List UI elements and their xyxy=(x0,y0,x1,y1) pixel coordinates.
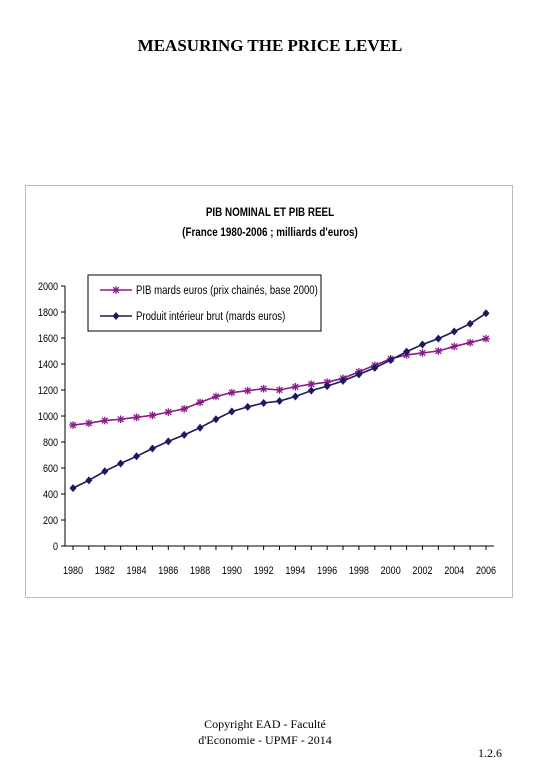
line-chart: PIB NOMINAL ET PIB REEL (France 1980-2006… xyxy=(38,206,496,577)
data-point-asterisk xyxy=(212,392,220,401)
data-point-diamond xyxy=(434,334,442,343)
legend-marker-diamond xyxy=(112,312,120,320)
data-point-diamond xyxy=(339,376,347,385)
legend-entry-label: Produit intérieur brut (mards euros) xyxy=(136,310,285,323)
data-point-diamond xyxy=(418,340,426,349)
data-point-diamond xyxy=(85,476,93,485)
y-tick-label: 800 xyxy=(43,437,58,449)
data-point-asterisk xyxy=(418,349,427,357)
x-tick-label: 1996 xyxy=(317,565,337,577)
data-point-diamond xyxy=(371,363,379,372)
y-tick-label: 400 xyxy=(43,489,58,501)
data-point-diamond xyxy=(69,484,77,493)
data-point-asterisk xyxy=(85,419,93,427)
data-point-asterisk xyxy=(196,398,204,407)
x-tick-label: 1988 xyxy=(190,565,210,577)
legend-entry-label: PIB mards euros (prix chainés, base 2000… xyxy=(136,284,318,297)
y-tick-label: 1400 xyxy=(38,359,58,371)
data-point-diamond xyxy=(212,415,220,424)
slide-number: 1.2.6 xyxy=(478,746,502,760)
data-point-asterisk xyxy=(243,386,252,395)
y-tick-label: 0 xyxy=(53,541,58,553)
x-tick-label: 1984 xyxy=(127,565,147,577)
data-point-asterisk xyxy=(450,342,459,351)
data-point-asterisk xyxy=(180,405,188,413)
y-tick-label: 600 xyxy=(43,463,58,475)
y-tick-label: 2000 xyxy=(38,281,58,293)
data-point-diamond xyxy=(482,309,490,318)
data-point-diamond xyxy=(244,402,252,411)
x-tick-label: 1982 xyxy=(95,565,115,577)
copyright-line-2: d'Economie - UPMF - 2014 xyxy=(198,733,332,747)
x-tick-label: 1990 xyxy=(222,565,242,577)
data-point-diamond xyxy=(228,407,236,416)
data-point-diamond xyxy=(148,444,156,453)
x-tick-label: 2000 xyxy=(381,565,401,577)
x-tick-label: 1998 xyxy=(349,565,369,577)
data-point-diamond xyxy=(180,430,188,439)
data-point-diamond xyxy=(450,327,458,336)
chart-frame: PIB NOMINAL ET PIB REEL (France 1980-2006… xyxy=(25,185,513,598)
data-point-diamond xyxy=(387,356,395,365)
data-point-asterisk xyxy=(69,421,77,429)
x-tick-label: 1986 xyxy=(158,565,178,577)
x-tick-label: 2006 xyxy=(476,565,496,577)
data-point-asterisk xyxy=(482,334,490,343)
data-point-asterisk xyxy=(275,386,284,394)
data-point-diamond xyxy=(466,319,474,328)
data-point-diamond xyxy=(133,452,141,461)
chart-title: PIB NOMINAL ET PIB REEL xyxy=(206,206,335,219)
data-point-asterisk xyxy=(164,408,173,416)
data-point-asterisk xyxy=(116,415,125,424)
data-point-diamond xyxy=(164,437,172,446)
y-tick-label: 1200 xyxy=(38,385,58,397)
data-point-asterisk xyxy=(132,413,141,422)
data-point-diamond xyxy=(307,386,315,395)
data-point-diamond xyxy=(276,397,283,406)
legend-box xyxy=(87,274,322,332)
data-point-diamond xyxy=(355,370,363,379)
slide-title: MEASURING THE PRICE LEVEL xyxy=(137,36,403,55)
x-tick-label: 2002 xyxy=(412,565,432,577)
x-tick-label: 1980 xyxy=(63,565,83,577)
data-point-asterisk xyxy=(148,411,157,420)
x-tick-label: 1992 xyxy=(254,565,274,577)
data-point-asterisk xyxy=(466,338,474,347)
y-tick-label: 1800 xyxy=(38,307,58,319)
data-point-asterisk xyxy=(291,382,300,391)
footer: Copyright EAD - Faculté d'Economie - UPM… xyxy=(160,716,370,748)
data-point-diamond xyxy=(101,467,109,476)
data-point-diamond xyxy=(260,399,268,407)
data-point-diamond xyxy=(291,392,299,401)
y-tick-label: 1000 xyxy=(38,411,58,423)
x-tick-label: 2004 xyxy=(444,565,464,577)
chart-subtitle: (France 1980-2006 ; milliards d'euros) xyxy=(182,226,358,239)
data-point-asterisk xyxy=(100,416,109,425)
copyright-line-1: Copyright EAD - Faculté xyxy=(204,717,326,731)
data-point-asterisk xyxy=(434,347,443,355)
x-tick-label: 1994 xyxy=(285,565,305,577)
y-tick-label: 200 xyxy=(43,515,58,527)
data-point-diamond xyxy=(196,423,204,432)
data-point-diamond xyxy=(117,459,125,468)
legend-marker-asterisk xyxy=(112,286,120,294)
data-point-asterisk xyxy=(228,388,236,397)
y-tick-label: 1600 xyxy=(38,333,58,345)
data-point-asterisk xyxy=(259,384,268,393)
data-point-diamond xyxy=(403,347,411,356)
data-point-diamond xyxy=(323,382,331,391)
